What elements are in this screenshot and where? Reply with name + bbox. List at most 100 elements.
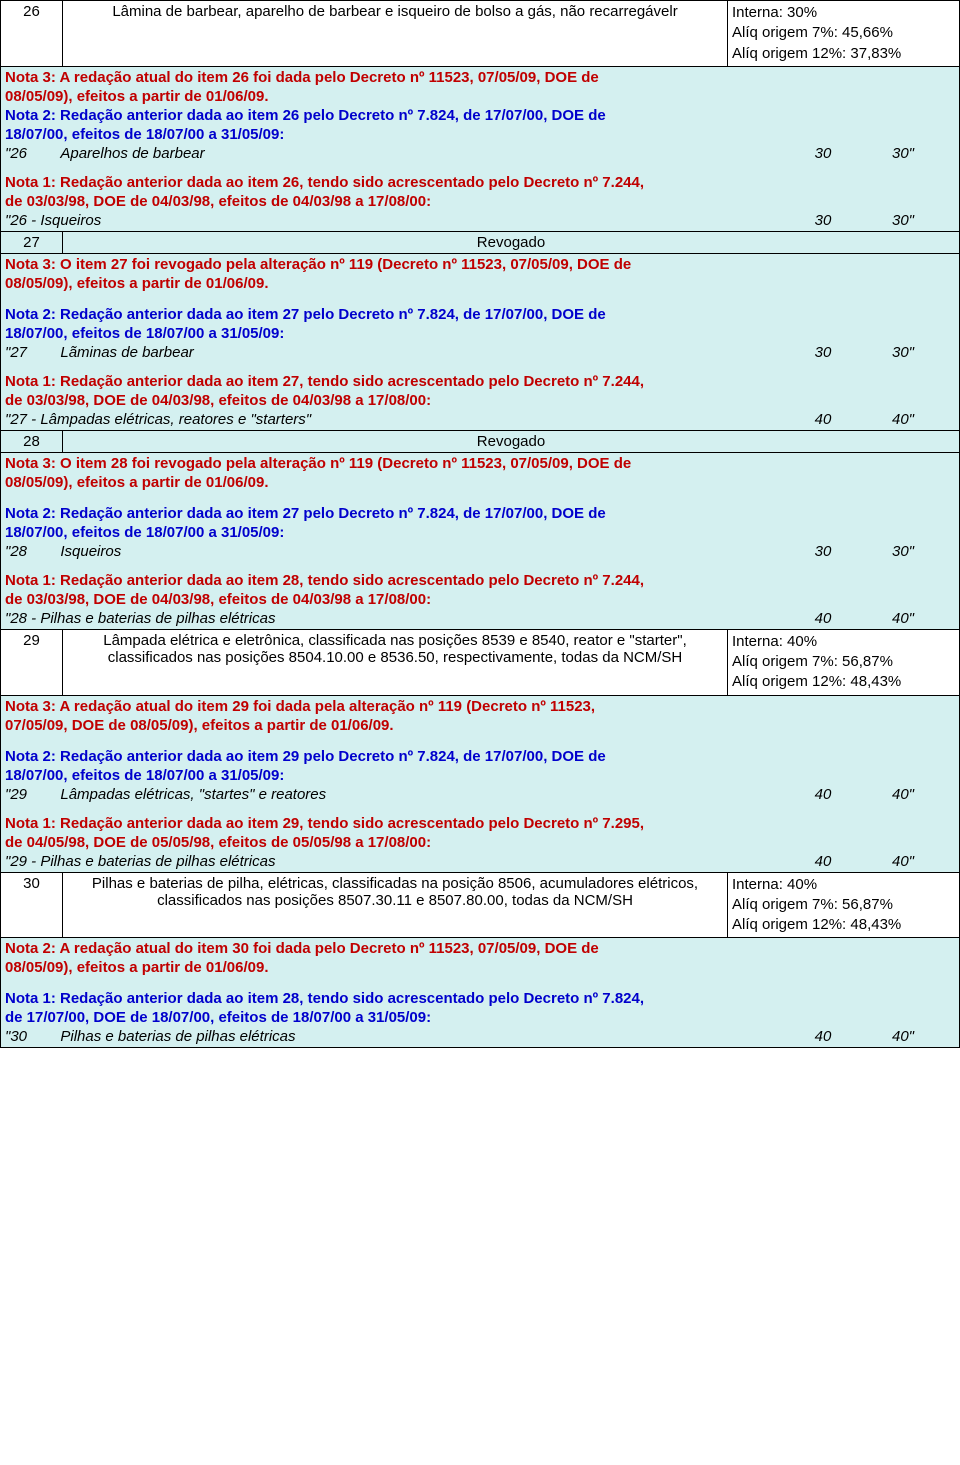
nota-3-28-b: 08/05/09), efeitos a partir de 01/06/09. <box>5 474 268 491</box>
hist-27b-v2: 40" <box>863 411 943 428</box>
hist-30-v1: 40 <box>783 1028 863 1045</box>
rate-aliq12: Alíq origem 12%: 48,43% <box>732 915 955 935</box>
rate-aliq7: Alíq origem 7%: 45,66% <box>732 23 955 43</box>
nota-2-27-a: Nota 2: Redação anterior dada ao item 27… <box>5 306 606 323</box>
nota-1-26-b: de 03/03/98, DOE de 04/03/98, efeitos de… <box>5 193 431 210</box>
hist-28b-v1: 40 <box>783 610 863 627</box>
table-row-29: 29 Lâmpada elétrica e eletrônica, classi… <box>1 629 960 695</box>
nota-1-30-a: Nota 1: Redação anterior dada ao item 28… <box>5 990 644 1007</box>
hist-30-text: Pilhas e baterias de pilhas elétricas <box>60 1028 295 1045</box>
rate-aliq7: Alíq origem 7%: 56,87% <box>732 895 955 915</box>
hist-28: "28 Isqueiros 30 30" <box>5 543 955 560</box>
item-rates: Interna: 40% Alíq origem 7%: 56,87% Alíq… <box>728 872 960 938</box>
nota-2-27-b: 18/07/00, efeitos de 18/07/00 a 31/05/09… <box>5 325 284 342</box>
hist-26: "26 Aparelhos de barbear 30 30" <box>5 145 955 162</box>
nota-3-26-line2: 08/05/09), efeitos a partir de 01/06/09. <box>5 88 268 105</box>
nota-1-27-a: Nota 1: Redação anterior dada ao item 27… <box>5 373 644 390</box>
hist-26-text: Aparelhos de barbear <box>60 145 204 162</box>
item-rates: Interna: 40% Alíq origem 7%: 56,87% Alíq… <box>728 629 960 695</box>
notes-block-30: Nota 2: A redação atual do item 30 foi d… <box>1 938 960 1048</box>
hist-29b: "29 - Pilhas e baterias de pilhas elétri… <box>5 853 955 870</box>
hist-27-v1: 30 <box>783 344 863 361</box>
table-row-26: 26 Lâmina de barbear, aparelho de barbea… <box>1 1 960 67</box>
item-description: Pilhas e baterias de pilha, elétricas, c… <box>63 872 728 938</box>
item-number: 26 <box>1 1 63 67</box>
hist-26-v2: 30" <box>863 145 943 162</box>
nota-2-28-b: 18/07/00, efeitos de 18/07/00 a 31/05/09… <box>5 524 284 541</box>
hist-26b-v2: 30" <box>863 212 943 229</box>
hist-26-label: "26 <box>5 145 27 162</box>
hist-29b-text: "29 - Pilhas e baterias de pilhas elétri… <box>5 853 783 870</box>
legal-table: 26 Lâmina de barbear, aparelho de barbea… <box>0 0 960 1048</box>
nota-2-29-b: 18/07/00, efeitos de 18/07/00 a 31/05/09… <box>5 767 284 784</box>
rate-interna: Interna: 40% <box>732 875 955 895</box>
nota-2-30-a: Nota 2: A redação atual do item 30 foi d… <box>5 940 599 957</box>
nota-3-27-a: Nota 3: O item 27 foi revogado pela alte… <box>5 256 631 273</box>
nota-1-29-a: Nota 1: Redação anterior dada ao item 29… <box>5 815 644 832</box>
nota-1-30-b: de 17/07/00, DOE de 18/07/00, efeitos de… <box>5 1009 431 1026</box>
hist-28b-v2: 40" <box>863 610 943 627</box>
hist-26b-v1: 30 <box>783 212 863 229</box>
item-rates: Interna: 30% Alíq origem 7%: 45,66% Alíq… <box>728 1 960 67</box>
nota-1-28-b: de 03/03/98, DOE de 04/03/98, efeitos de… <box>5 591 431 608</box>
hist-29b-v1: 40 <box>783 853 863 870</box>
nota-3-28-a: Nota 3: O item 28 foi revogado pela alte… <box>5 455 631 472</box>
hist-28b-text: "28 - Pilhas e baterias de pilhas elétri… <box>5 610 783 627</box>
nota-2-26-a: Nota 2: Redação anterior dada ao item 26… <box>5 107 606 124</box>
hist-30: "30 Pilhas e baterias de pilhas elétrica… <box>5 1028 955 1045</box>
hist-29-v1: 40 <box>783 786 863 803</box>
rate-aliq12: Alíq origem 12%: 48,43% <box>732 672 955 692</box>
item-revogado: Revogado <box>63 231 960 253</box>
table-row-30: 30 Pilhas e baterias de pilha, elétricas… <box>1 872 960 938</box>
hist-28-text: Isqueiros <box>60 543 121 560</box>
nota-1-29-b: de 04/05/98, DOE de 05/05/98, efeitos de… <box>5 834 431 851</box>
hist-28-v2: 30" <box>863 543 943 560</box>
hist-27b: "27 - Lâmpadas elétricas, reatores e "st… <box>5 411 955 428</box>
hist-29-label: "29 <box>5 786 27 803</box>
item-number: 30 <box>1 872 63 938</box>
hist-29-text: Lâmpadas elétricas, "startes" e reatores <box>60 786 326 803</box>
item-number: 28 <box>1 430 63 452</box>
hist-26b: "26 - Isqueiros 30 30" <box>5 212 955 229</box>
nota-1-28-a: Nota 1: Redação anterior dada ao item 28… <box>5 572 644 589</box>
notes-block-26: Nota 3: A redação atual do item 26 foi d… <box>1 66 960 231</box>
nota-2-26-b: 18/07/00, efeitos de 18/07/00 a 31/05/09… <box>5 126 284 143</box>
notes-block-27: Nota 3: O item 27 foi revogado pela alte… <box>1 253 960 430</box>
hist-29-v2: 40" <box>863 786 943 803</box>
hist-28-label: "28 <box>5 543 27 560</box>
hist-26-v1: 30 <box>783 145 863 162</box>
item-number: 29 <box>1 629 63 695</box>
nota-3-29-a: Nota 3: A redação atual do item 29 foi d… <box>5 698 595 715</box>
notes-block-29: Nota 3: A redação atual do item 29 foi d… <box>1 695 960 872</box>
item-description: Lâmpada elétrica e eletrônica, classific… <box>63 629 728 695</box>
hist-27-label: "27 <box>5 344 27 361</box>
nota-1-26-a: Nota 1: Redação anterior dada ao item 26… <box>5 174 644 191</box>
hist-30-v2: 40" <box>863 1028 943 1045</box>
item-revogado: Revogado <box>63 430 960 452</box>
hist-28-v1: 30 <box>783 543 863 560</box>
hist-28b: "28 - Pilhas e baterias de pilhas elétri… <box>5 610 955 627</box>
nota-2-29-a: Nota 2: Redação anterior dada ao item 29… <box>5 748 606 765</box>
table-row-27: 27 Revogado <box>1 231 960 253</box>
hist-27b-text: "27 - Lâmpadas elétricas, reatores e "st… <box>5 411 783 428</box>
hist-26b-text: "26 - Isqueiros <box>5 212 783 229</box>
hist-27b-v1: 40 <box>783 411 863 428</box>
item-description: Lâmina de barbear, aparelho de barbear e… <box>63 1 728 67</box>
hist-29: "29 Lâmpadas elétricas, "startes" e reat… <box>5 786 955 803</box>
nota-3-26-line1: Nota 3: A redação atual do item 26 foi d… <box>5 69 599 86</box>
hist-27: "27 Lãminas de barbear 30 30" <box>5 344 955 361</box>
nota-3-29-b: 07/05/09, DOE de 08/05/09), efeitos a pa… <box>5 717 394 734</box>
nota-2-30-b: 08/05/09), efeitos a partir de 01/06/09. <box>5 959 268 976</box>
nota-2-28-a: Nota 2: Redação anterior dada ao item 27… <box>5 505 606 522</box>
item-number: 27 <box>1 231 63 253</box>
hist-29b-v2: 40" <box>863 853 943 870</box>
hist-27-v2: 30" <box>863 344 943 361</box>
notes-block-28: Nota 3: O item 28 foi revogado pela alte… <box>1 452 960 629</box>
rate-interna: Interna: 30% <box>732 3 955 23</box>
hist-27-text: Lãminas de barbear <box>60 344 193 361</box>
hist-30-label: "30 <box>5 1028 27 1045</box>
rate-aliq7: Alíq origem 7%: 56,87% <box>732 652 955 672</box>
nota-3-27-b: 08/05/09), efeitos a partir de 01/06/09. <box>5 275 268 292</box>
table-row-28: 28 Revogado <box>1 430 960 452</box>
rate-interna: Interna: 40% <box>732 632 955 652</box>
